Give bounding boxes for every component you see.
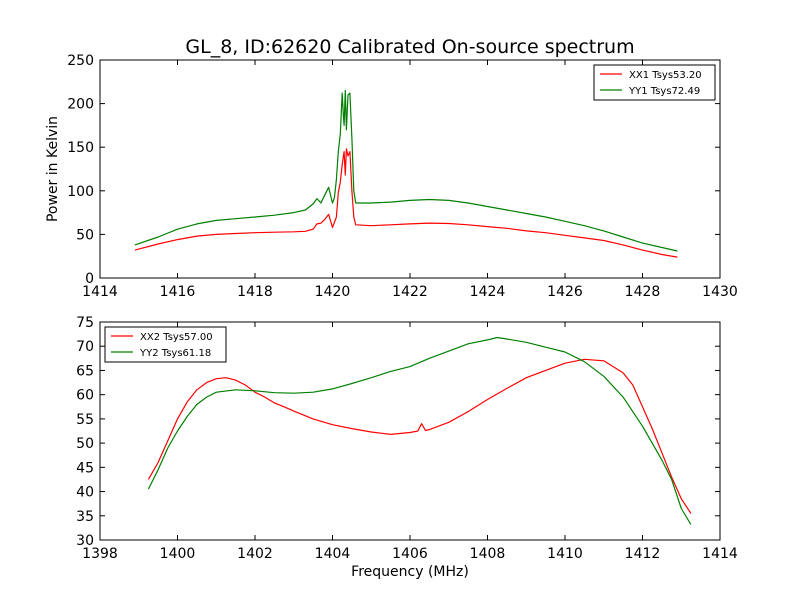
legend-box	[593, 64, 716, 101]
legend-label-2: YY2 Tsys61.18	[139, 348, 211, 359]
x-tick-label: 1420	[315, 284, 351, 300]
x-tick-label: 1424	[470, 284, 506, 300]
legend-label-2: YY1 Tsys72.49	[628, 86, 700, 97]
x-axis-label: Frequency (MHz)	[351, 564, 469, 580]
y-tick-label: 75	[76, 315, 94, 331]
y-tick-label: 60	[76, 388, 94, 404]
x-tick-label: 1418	[237, 284, 273, 300]
legend-box	[104, 326, 227, 363]
y-tick-label: 70	[76, 339, 94, 355]
y-tick-label: 250	[67, 53, 94, 69]
y-tick-label: 100	[67, 184, 94, 200]
x-tick-label: 1430	[702, 284, 738, 300]
series-line-1	[147, 358, 692, 514]
series-line-2	[147, 336, 692, 525]
legend-label-1: XX2 Tsys57.00	[140, 332, 213, 343]
x-tick-label: 1414	[702, 546, 738, 562]
x-tick-label: 1428	[625, 284, 661, 300]
x-tick-label: 1422	[392, 284, 428, 300]
chart-title: GL_8, ID:62620 Calibrated On-source spec…	[185, 36, 634, 58]
x-tick-label: 1406	[392, 546, 428, 562]
y-tick-label: 55	[76, 412, 94, 428]
y-tick-label: 35	[76, 509, 94, 525]
y-tick-label: 40	[76, 485, 94, 501]
series-line-2	[134, 89, 678, 252]
y-tick-label: 200	[67, 97, 94, 113]
y-tick-label: 45	[76, 460, 94, 476]
bottom-chart: 1398 1400 1402 1404 1406 1408 1410 1412 1414 30 35…	[76, 315, 738, 580]
y-axis-label: Power in Kelvin	[45, 116, 61, 222]
y-tick-label: 30	[76, 533, 94, 549]
top-chart: 1414 1416 1418 1420 1422 1424 1426 1428 1430 0 50 1…	[45, 53, 738, 300]
x-tick-label: 1426	[547, 284, 583, 300]
x-tick-label: 1410	[547, 546, 583, 562]
y-tick-label: 50	[76, 227, 94, 243]
series-line-1	[134, 148, 678, 258]
y-tick-label: 0	[85, 271, 94, 287]
x-tick-label: 1400	[160, 546, 196, 562]
x-tick-label: 1398	[82, 546, 118, 562]
y-tick-label: 65	[76, 363, 94, 379]
y-tick-label: 50	[76, 436, 94, 452]
x-tick-label: 1416	[160, 284, 196, 300]
x-tick-label: 1404	[315, 546, 351, 562]
x-tick-label: 1402	[237, 546, 273, 562]
y-tick-label: 150	[67, 140, 94, 156]
x-tick-label: 1414	[82, 284, 118, 300]
legend-label-1: XX1 Tsys53.20	[629, 70, 702, 81]
x-tick-label: 1412	[625, 546, 661, 562]
x-tick-label: 1408	[470, 546, 506, 562]
